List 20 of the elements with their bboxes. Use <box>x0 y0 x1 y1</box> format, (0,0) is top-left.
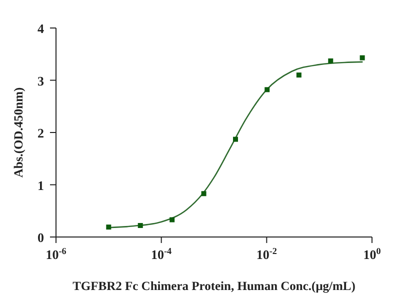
point <box>106 224 112 230</box>
point <box>170 217 175 222</box>
x-tick-label: 10$^{-4}$ <box>151 246 172 262</box>
x-tick-label: 10$^{-2}$ <box>256 246 278 262</box>
point <box>328 58 334 64</box>
x-tick-label: 10$^{-6}$ <box>46 246 67 262</box>
point <box>138 223 143 228</box>
y-tick-label: 4 <box>38 21 44 36</box>
point <box>264 87 270 92</box>
y-tick-label: 2 <box>38 126 44 140</box>
y-tick-label: 1 <box>38 178 44 193</box>
x-axis-title: TGFBR2 Fc Chimera Protein, Human Conc.(μg/mL) <box>72 278 356 293</box>
y-axis-title: Abs.(OD.450nm) <box>11 87 26 178</box>
point <box>360 55 365 60</box>
point <box>201 191 206 196</box>
point <box>233 136 238 142</box>
y-tick-label: 3 <box>38 73 44 88</box>
y-tick-label: 0 <box>38 230 44 245</box>
x-tick-label: 10$^{0}$ <box>363 246 382 262</box>
point <box>296 72 302 78</box>
